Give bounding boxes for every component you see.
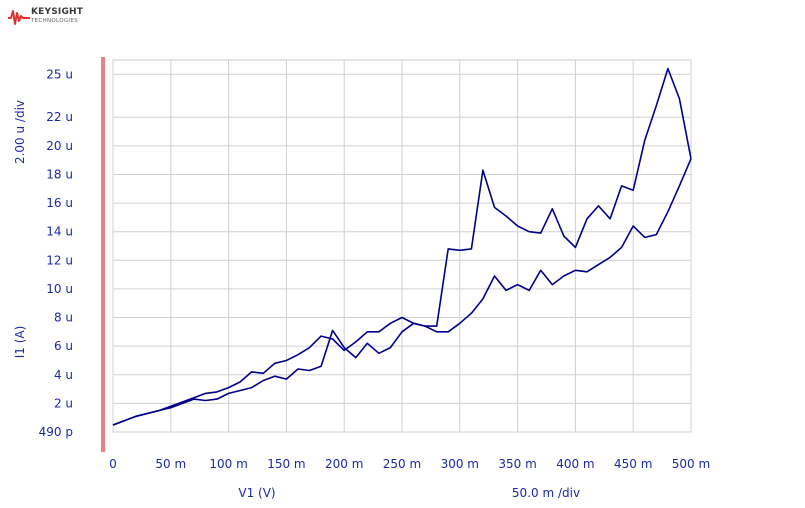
x-tick-label: 0 <box>109 457 117 471</box>
brand-name: KEYSIGHT <box>31 7 84 17</box>
traces <box>112 67 692 426</box>
x-tick-label: 500 m <box>672 457 710 471</box>
brand-tagline: TECHNOLOGIES <box>31 18 78 24</box>
y-tick-label: 22 u <box>46 110 73 124</box>
logo-wave-icon <box>8 10 30 25</box>
x-tick-label: 450 m <box>614 457 652 471</box>
y-tick-label: 2 u <box>54 396 73 410</box>
y-tick-label: 14 u <box>46 225 73 239</box>
y-tick-label: 20 u <box>46 139 73 153</box>
y-tick-label: 16 u <box>46 196 73 210</box>
y-tick-label: 25 u <box>46 67 73 81</box>
x-tick-label: 100 m <box>209 457 247 471</box>
x-axis-label: V1 (V) <box>238 486 275 500</box>
x-tick-label: 250 m <box>383 457 421 471</box>
grid-lines <box>112 60 692 433</box>
x-tick-label: 200 m <box>325 457 363 471</box>
x-tick-label: 400 m <box>556 457 594 471</box>
y-tick-labels: 490 p 2 u 4 u 6 u 8 u 10 u 12 u 14 u 16 u 18 u 20 … <box>39 67 73 439</box>
x-scale-label: 50.0 m /div <box>512 486 580 500</box>
y-tick-label: 6 u <box>54 339 73 353</box>
y-axis-label: I1 (A) <box>13 326 27 359</box>
y-tick-label: 490 p <box>39 425 73 439</box>
trace-line-2 <box>112 158 692 426</box>
y-tick-label: 12 u <box>46 253 73 267</box>
y-tick-label: 10 u <box>46 282 73 296</box>
x-tick-label: 150 m <box>267 457 305 471</box>
x-tick-label: 50 m <box>155 457 186 471</box>
y-axis-accent-bar <box>101 57 105 452</box>
x-tick-label: 300 m <box>441 457 479 471</box>
x-tick-label: 350 m <box>498 457 536 471</box>
trace-line-1 <box>112 67 692 426</box>
keysight-logo: KEYSIGHT TECHNOLOGIES <box>8 6 98 30</box>
y-scale-label: 2.00 u /div <box>13 100 27 164</box>
x-tick-labels: 0 50 m 100 m 150 m 200 m 250 m 300 m 350 m 400 m… <box>109 457 710 471</box>
y-tick-label: 4 u <box>54 368 73 382</box>
y-tick-label: 8 u <box>54 311 73 325</box>
y-tick-label: 18 u <box>46 167 73 181</box>
